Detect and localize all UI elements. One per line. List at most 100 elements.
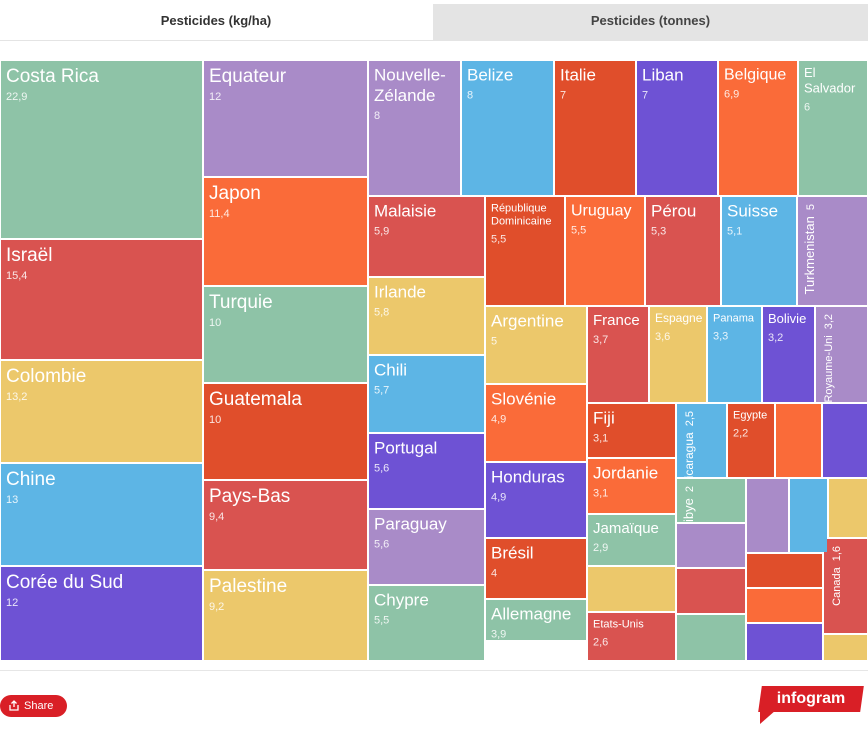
treemap-value-portugal: 5,6: [374, 462, 389, 474]
treemap-cell-portugal[interactable]: [369, 434, 484, 508]
treemap-cell-coree-du-sud[interactable]: [1, 567, 202, 660]
treemap-cell-equateur[interactable]: [204, 61, 367, 176]
treemap-cell-jamaique[interactable]: [588, 515, 675, 565]
treemap-value-guatemala: 10: [209, 414, 221, 426]
treemap-cell-pays-bas[interactable]: [204, 481, 367, 569]
treemap-label-el-salvador: El Salvador: [804, 65, 856, 96]
treemap-label-turkmenistan: Turkmenistan5: [802, 204, 817, 294]
treemap-cell-unlabeled-50[interactable]: [829, 479, 867, 537]
treemap-cell-turquie[interactable]: [204, 287, 367, 382]
treemap-label-perou: Pérou: [651, 201, 696, 220]
treemap-cell-unlabeled-48[interactable]: [747, 479, 788, 552]
treemap-label-malaisie: Malaisie: [374, 201, 436, 220]
treemap-cell-uruguay[interactable]: [566, 197, 644, 305]
treemap-cell-unlabeled-54[interactable]: [747, 554, 822, 587]
treemap-cell-unlabeled-55[interactable]: [677, 615, 745, 660]
treemap-label-paraguay: Paraguay: [374, 514, 447, 533]
treemap-cell-unlabeled-51[interactable]: [677, 524, 745, 567]
treemap-cell-israel[interactable]: [1, 240, 202, 359]
treemap-cell-japon[interactable]: [204, 178, 367, 285]
treemap-cell-etats-unis[interactable]: [588, 613, 675, 660]
treemap-value-panama: 3,3: [713, 330, 728, 342]
treemap-cell-unlabeled-46[interactable]: [776, 404, 821, 477]
treemap-cell-italie[interactable]: [555, 61, 635, 195]
treemap-value-italie: 7: [560, 89, 566, 101]
treemap-cell-nouvelle-zelande[interactable]: [369, 61, 460, 195]
treemap-value-israel: 15,4: [6, 270, 27, 282]
treemap-cell-colombie[interactable]: [1, 361, 202, 462]
treemap-cell-canada[interactable]: [824, 539, 867, 633]
treemap-cell-argentine[interactable]: [486, 307, 586, 383]
treemap-value-egypte: 2,2: [733, 427, 748, 439]
treemap-cell-nicaragua[interactable]: [677, 404, 726, 477]
treemap-cell-bresil[interactable]: [486, 539, 586, 598]
tab-pesticides-kg-ha[interactable]: Pesticides (kg/ha): [0, 4, 432, 40]
treemap-label-chine: Chine: [6, 469, 56, 490]
treemap-cell-paraguay[interactable]: [369, 510, 484, 584]
treemap-value-royaume-uni: 3,2: [823, 314, 835, 329]
treemap-cell-turkmenistan[interactable]: [798, 197, 867, 305]
treemap-label-jamaique: Jamaïque: [593, 520, 659, 537]
treemap-cell-costa-rica[interactable]: [1, 61, 202, 238]
treemap-label-japon: Japon: [209, 183, 261, 204]
treemap-value-libye: 2: [684, 486, 696, 492]
treemap-cell-liban[interactable]: [637, 61, 717, 195]
infogram-logo[interactable]: infogram: [758, 686, 864, 726]
treemap-cell-unlabeled-53[interactable]: [677, 569, 745, 613]
treemap-cell-slovenie[interactable]: [486, 385, 586, 461]
treemap-cell-royaume-uni[interactable]: [816, 307, 867, 402]
treemap-cell-bolivie[interactable]: [763, 307, 814, 402]
treemap-label-chili: Chili: [374, 360, 407, 379]
treemap-label-nicaragua: Nicaragua2,5: [682, 411, 696, 487]
treemap-cell-honduras[interactable]: [486, 463, 586, 537]
treemap-cell-fiji[interactable]: [588, 404, 675, 457]
treemap-cell-belgique[interactable]: [719, 61, 797, 195]
treemap-cell-el-salvador[interactable]: [799, 61, 867, 195]
treemap-cell-unlabeled-49[interactable]: [790, 479, 827, 552]
treemap-cell-unlabeled-52[interactable]: [588, 567, 675, 611]
treemap-value-chypre: 5,5: [374, 614, 389, 626]
treemap-value-suisse: 5,1: [727, 225, 742, 237]
treemap-cell-jordanie[interactable]: [588, 459, 675, 513]
treemap-label-guatemala: Guatemala: [209, 389, 302, 410]
treemap-cell-suisse[interactable]: [722, 197, 796, 305]
treemap-cell-guatemala[interactable]: [204, 384, 367, 479]
treemap-cell-malaisie[interactable]: [369, 197, 484, 276]
treemap-value-etats-unis: 2,6: [593, 636, 608, 648]
treemap-label-suisse: Suisse: [727, 201, 778, 220]
treemap-value-coree-du-sud: 12: [6, 597, 18, 609]
treemap-value-bolivie: 3,2: [768, 332, 783, 344]
tab-pesticides-tonnes[interactable]: Pesticides (tonnes): [433, 4, 868, 40]
treemap-cell-perou[interactable]: [646, 197, 720, 305]
treemap-cell-chine[interactable]: [1, 464, 202, 565]
treemap-cell-belize[interactable]: [462, 61, 553, 195]
treemap-cell-palestine[interactable]: [204, 571, 367, 660]
treemap-cell-libye[interactable]: [677, 479, 745, 522]
treemap-label-espagne: Espagne: [655, 311, 703, 325]
treemap-cell-allemagne[interactable]: [486, 600, 586, 640]
treemap-cell-unlabeled-56[interactable]: [747, 589, 822, 622]
treemap-cell-france[interactable]: [588, 307, 648, 402]
treemap-value-el-salvador: 6: [804, 102, 810, 114]
treemap-value-malaisie: 5,9: [374, 225, 389, 237]
treemap-cell-republique-dominicaine[interactable]: [486, 197, 564, 305]
treemap-label-argentine: Argentine: [491, 311, 564, 330]
treemap-cell-unlabeled-57[interactable]: [747, 624, 822, 660]
treemap-value-slovenie: 4,9: [491, 413, 506, 425]
treemap-label-slovenie: Slovénie: [491, 389, 556, 408]
treemap-label-turquie: Turquie: [209, 292, 273, 313]
share-button[interactable]: Share: [0, 695, 67, 717]
treemap-cell-egypte[interactable]: [728, 404, 774, 477]
treemap-label-irlande: Irlande: [374, 282, 426, 301]
treemap-cell-chili[interactable]: [369, 356, 484, 432]
treemap-cell-unlabeled-47[interactable]: [823, 404, 867, 477]
treemap-cell-unlabeled-58[interactable]: [824, 635, 867, 660]
treemap-value-honduras: 4,9: [491, 491, 506, 503]
treemap-cell-irlande[interactable]: [369, 278, 484, 354]
treemap-cell-chypre[interactable]: [369, 586, 484, 660]
treemap-label-portugal: Portugal: [374, 438, 437, 457]
treemap-value-argentine: 5: [491, 335, 497, 347]
treemap-value-costa-rica: 22,9: [6, 91, 27, 103]
treemap-cell-panama[interactable]: [708, 307, 761, 402]
treemap-cell-espagne[interactable]: [650, 307, 706, 402]
